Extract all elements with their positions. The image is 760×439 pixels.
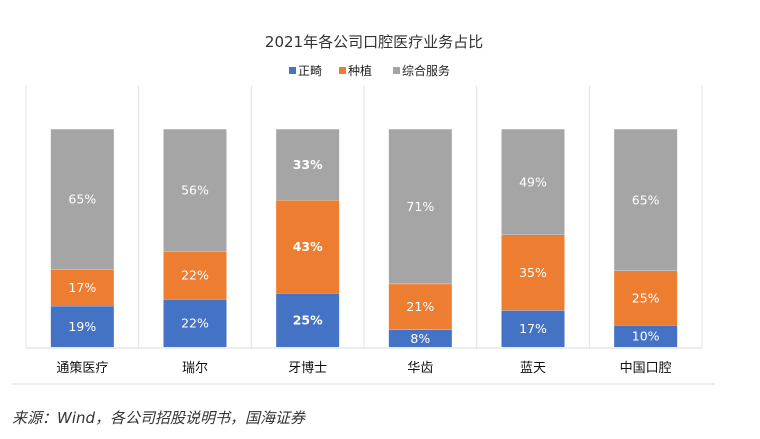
category-label: 中国口腔 [620,361,672,376]
data-label: 17% [68,280,96,295]
data-label: 19% [68,319,96,334]
bar-segment [388,129,452,284]
data-label: 35% [519,265,547,280]
category-label: 通策医疗 [56,360,108,376]
legend: 正畸 种植 综合服务 [289,63,450,78]
legend-swatch [393,67,400,74]
bar-segment [163,251,227,300]
bar-segment [501,129,565,235]
bar-segment [276,129,340,201]
bar-segment [276,200,340,294]
legend-swatch [339,67,346,74]
bar-segment [163,299,227,347]
bar-segment [388,283,452,330]
stacked-bar-chart: 2021年各公司口腔医疗业务占比 正畸 种植 综合服务 19% 17% 65% 22% 22… [12,33,715,385]
bar-segment [50,269,114,306]
x-axis-labels: 通策医疗 瑞尔 牙博士 华齿 蓝天 中国口腔 [56,360,671,376]
legend-label: 综合服务 [402,63,450,78]
data-label: 33% [293,157,323,172]
bar-segment [501,310,565,347]
bar-segment [388,329,452,347]
data-label: 22% [181,268,209,283]
data-label: 65% [632,192,660,207]
data-label: 71% [406,199,434,214]
data-label: 17% [519,321,547,336]
legend-label: 种植 [348,63,372,78]
bar-segment [614,325,678,347]
grid [12,85,715,385]
bar-segment [614,270,678,326]
data-label: 25% [632,290,660,305]
data-label: 8% [410,331,430,346]
data-label: 25% [293,313,323,328]
bar-segment [614,129,678,271]
source-note: 来源：Wind，各公司招股说明书，国海证券 [12,409,306,427]
bar-segment [276,293,340,347]
bars: 19% 17% 65% 22% 22% 56% 25% 43% 33% 8% 21% 71% 17% 35… [50,128,678,347]
category-label: 华齿 [407,361,433,376]
data-label: 43% [293,239,323,254]
bar-segment [501,234,565,311]
bar-segment [50,129,114,270]
chart-title: 2021年各公司口腔医疗业务占比 [265,33,483,51]
data-label: 56% [181,183,209,198]
data-label: 10% [632,329,660,344]
bar-segment [163,129,227,252]
bar-segment [50,305,114,347]
legend-label: 正畸 [298,64,322,78]
data-label: 49% [519,174,547,189]
data-label: 21% [406,299,434,314]
category-label: 蓝天 [520,361,546,376]
category-label: 瑞尔 [182,361,208,376]
legend-swatch [289,67,296,74]
data-label: 65% [68,192,96,207]
data-label: 22% [181,316,209,331]
category-label: 牙博士 [288,361,327,376]
